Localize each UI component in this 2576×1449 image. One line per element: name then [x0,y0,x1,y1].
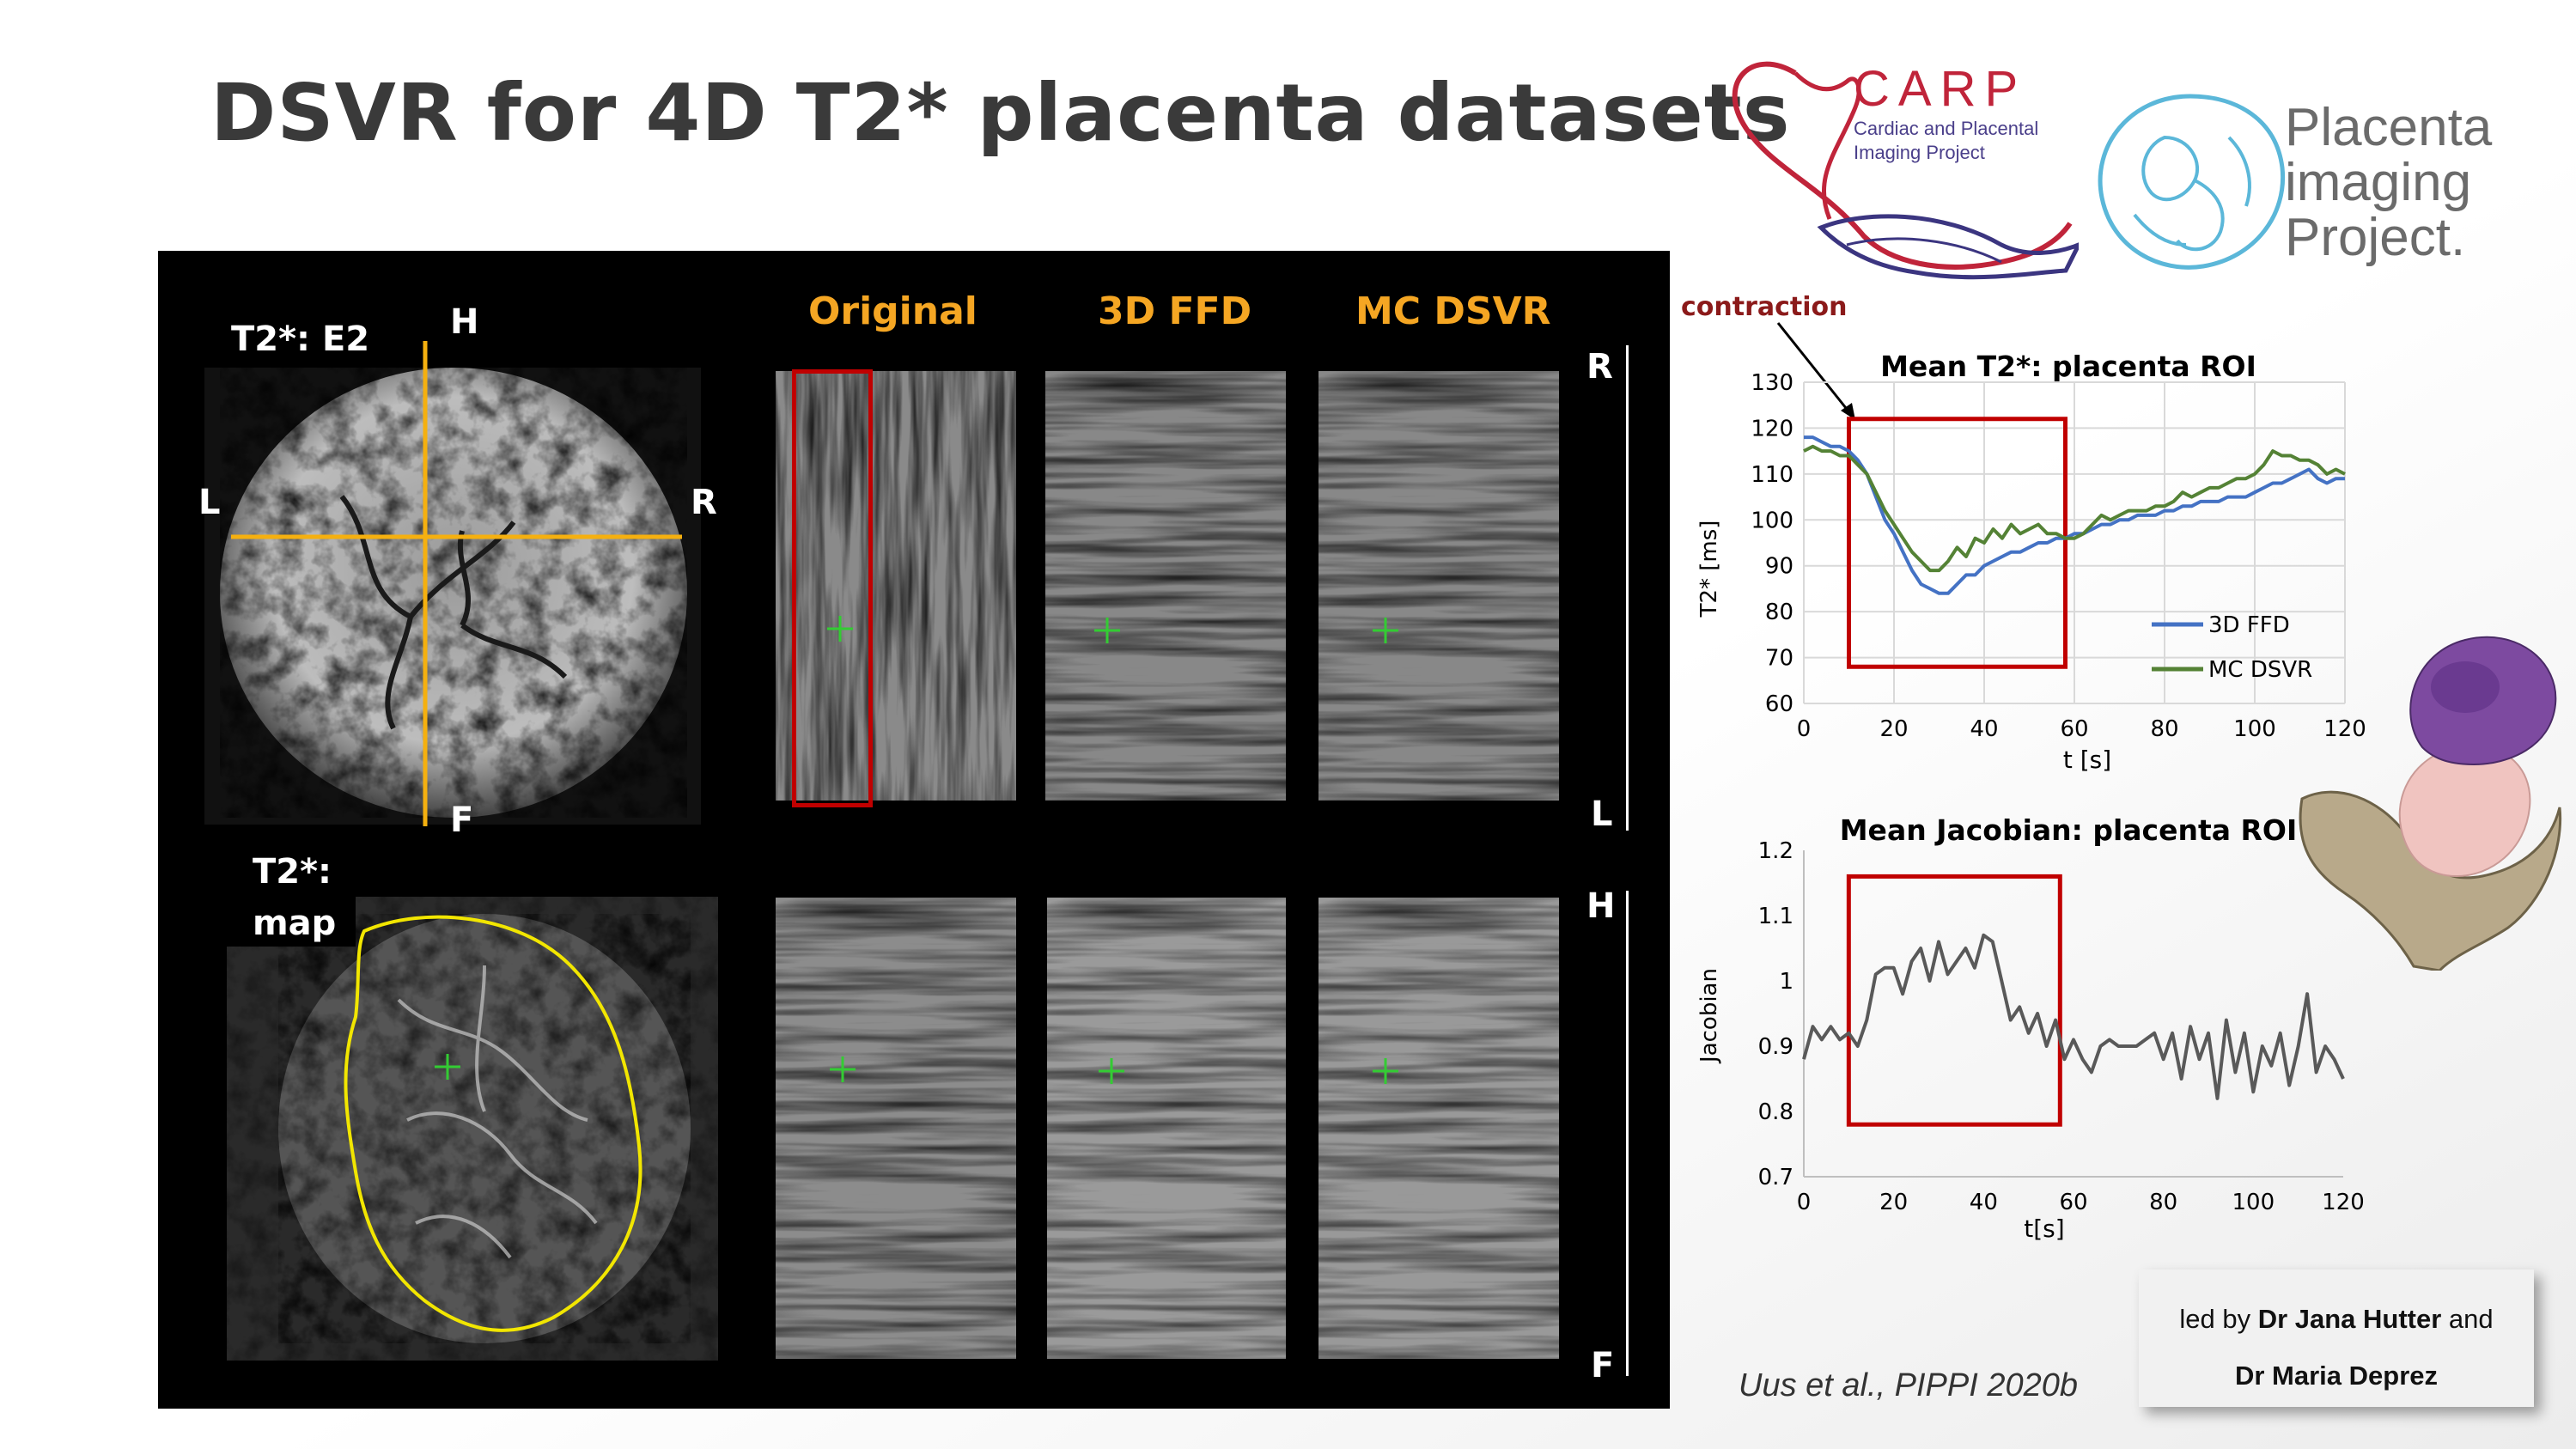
t2-chart-xlabel: t [s] [2063,746,2111,773]
y-tick-label: 0.7 [1758,1165,1793,1190]
carp-logo-graphic [1732,61,2079,280]
jacobian-chart-title: Mean Jacobian: placenta ROI [1840,813,2298,847]
x-tick-label: 120 [2322,1190,2365,1215]
x-tick-label: 100 [2233,716,2276,742]
strip-bottom-end-label: F [1591,1346,1615,1385]
orientation-bottom: F [450,801,474,840]
orientation-top: H [450,302,479,342]
carp-logo-subtitle-1: Cardiac and Placental [1854,118,2039,139]
credits-line-2: Dr Maria Deprez [2234,1361,2439,1391]
contraction-arrow [1776,322,1855,420]
strip-top-end-label: L [1591,795,1613,834]
bottom-image-label-line-1: T2*: [253,852,332,892]
bottom-image-label-line-2: map [253,904,337,943]
t2-map-image [227,897,718,1361]
t2-e2-axial-image [204,368,701,825]
x-tick-label: 120 [2323,716,2366,742]
contraction-label: contraction [1681,292,1848,322]
y-tick-label: 1 [1779,969,1793,995]
citation: Uus et al., PIPPI 2020b [1739,1367,2079,1403]
column-header-3d-ffd: 3D FFD [1098,289,1252,333]
y-tick-label: 110 [1751,462,1793,488]
x-tick-label: 100 [2232,1190,2275,1215]
carp-logo-name: CARP [1854,61,2027,117]
contraction-roi-box [792,369,873,807]
top-image-label: T2*: E2 [231,320,370,359]
credits-line-1: led by Dr Jana Hutter and [2179,1304,2494,1334]
orientation-left: L [198,483,221,522]
x-tick-label: 20 [1879,716,1908,742]
legend-label: MC DSVR [2208,657,2312,683]
y-tick-label: 80 [1765,600,1793,625]
x-tick-label: 60 [2060,716,2088,742]
strip-top-3d-ffd [1045,371,1286,801]
orientation-right: R [691,483,717,522]
series-line-mc-dsvr [1803,444,2346,573]
t2-chart-title: Mean T2*: placenta ROI [1880,350,2256,383]
x-tick-label: 60 [2059,1190,2087,1215]
x-tick-label: 0 [1797,716,1812,742]
strip-top-mc-dsvr [1318,371,1559,801]
strip-top-original [776,371,1016,801]
x-tick-label: 20 [1879,1190,1908,1215]
credits-box: led by Dr Jana Hutter and Dr Maria Depre… [2139,1269,2534,1407]
jacobian-chart: Mean Jacobian: placenta ROI Jacobian t[s… [1696,813,2365,1243]
y-tick-label: 100 [1751,508,1793,533]
crosshair-overlay [231,341,682,826]
pip-logo-line-2: imaging [2285,153,2472,212]
y-tick-label: 1.1 [1758,904,1793,929]
roi-highlight-box [1847,417,2067,669]
x-tick-label: 80 [2150,716,2178,742]
strip-bottom-start-label: H [1586,886,1616,926]
y-tick-label: 60 [1765,691,1793,717]
t2-chart-ylabel: T2* [ms] [1696,521,1722,618]
y-tick-label: 120 [1751,416,1793,441]
legend-label: 3D FFD [2208,612,2290,638]
jacobian-chart-ylabel: Jacobian [1696,968,1722,1064]
t2-chart: Mean T2*: placenta ROI T2* [ms] t [s] 60… [1696,350,2366,773]
placenta-3d-render [2299,636,2562,971]
roi-highlight-box [1846,874,2062,1127]
y-tick-label: 70 [1765,646,1793,672]
slide-title: DSVR for 4D T2* placenta datasets [210,67,1791,159]
y-tick-label: 0.8 [1758,1099,1793,1125]
series-line-3d-ffd [1804,435,2345,595]
x-tick-label: 80 [2149,1190,2177,1215]
x-tick-label: 40 [1970,1190,1998,1215]
pip-logo-line-3: Project. [2285,208,2466,267]
y-tick-label: 0.9 [1758,1034,1793,1060]
column-header-original: Original [808,289,977,333]
strip-top-start-label: R [1586,347,1613,387]
series-line-jacobian [1802,933,2345,1100]
y-tick-label: 130 [1751,370,1793,396]
jacobian-chart-xlabel: t[s] [2024,1215,2064,1243]
strip-bottom-3d-ffd [1047,898,1286,1359]
strip-bottom-axis-line [1626,891,1629,1376]
pip-logo-line-1: Placenta [2285,98,2493,157]
strip-top-axis-line [1626,345,1629,831]
strip-bottom-mc-dsvr [1318,898,1559,1359]
pip-logo-graphic [2098,94,2286,270]
y-tick-label: 90 [1765,554,1793,580]
mri-image-panel: T2*: E2 H F L R [158,251,1670,1409]
y-tick-label: 1.2 [1758,838,1793,864]
column-header-mc-dsvr: MC DSVR [1355,289,1551,333]
strip-bottom-original [776,898,1016,1359]
x-tick-label: 0 [1797,1190,1812,1215]
carp-logo-subtitle-2: Imaging Project [1854,142,1985,163]
x-tick-label: 40 [1970,716,1998,742]
